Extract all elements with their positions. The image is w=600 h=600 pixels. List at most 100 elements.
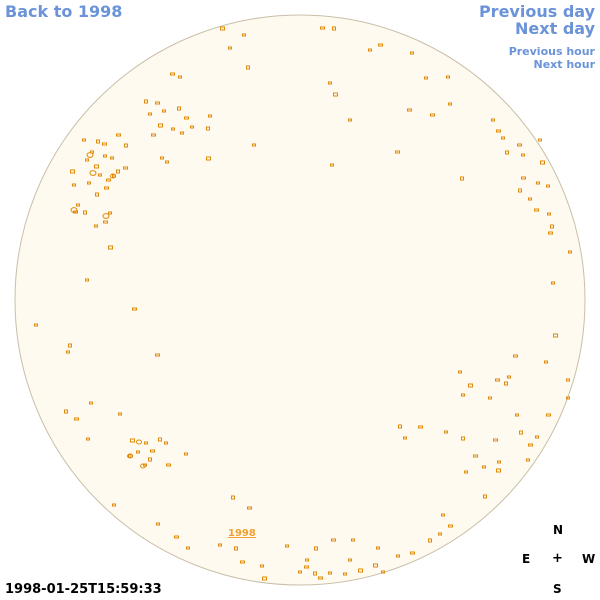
contour-speck — [488, 396, 492, 400]
contour-speck — [418, 425, 423, 429]
contour-speck — [546, 413, 551, 417]
contour-speck — [68, 343, 72, 348]
year-link[interactable]: 1998 — [228, 528, 256, 539]
contour-speck — [438, 532, 442, 536]
contour-speck — [528, 197, 532, 201]
contour-speck — [441, 513, 445, 517]
contour-speck — [566, 378, 570, 382]
contour-speck — [521, 153, 525, 157]
contour-speck — [526, 458, 530, 462]
contour-speck — [262, 576, 267, 581]
contour-speck — [260, 564, 264, 568]
contour-speck — [64, 409, 68, 414]
contour-speck — [403, 436, 407, 440]
contour-speck — [535, 435, 539, 439]
contour-ring — [86, 152, 94, 158]
contour-speck — [155, 353, 160, 357]
contour-speck — [482, 465, 486, 469]
contour-speck — [206, 126, 210, 131]
compass-west: W — [582, 552, 596, 566]
contour-speck — [94, 224, 98, 228]
contour-ring — [127, 453, 133, 459]
contour-speck — [536, 181, 540, 185]
contour-speck — [116, 169, 120, 174]
contour-speck — [547, 212, 551, 216]
contour-speck — [66, 350, 70, 354]
contour-speck — [242, 33, 246, 37]
contour-speck — [376, 546, 380, 550]
contour-speck — [348, 558, 352, 562]
contour-speck — [496, 468, 501, 473]
contour-speck — [155, 101, 160, 105]
contour-speck — [395, 150, 400, 154]
contour-speck — [304, 565, 309, 569]
contour-speck — [483, 494, 487, 499]
previous-day-link[interactable]: Previous day — [478, 2, 595, 21]
compass-center: + — [552, 551, 563, 566]
contour-speck — [331, 538, 336, 542]
contour-speck — [473, 454, 478, 458]
contour-speck — [544, 360, 548, 364]
contour-speck — [110, 156, 114, 160]
contour-ring — [70, 207, 78, 213]
contour-speck — [568, 250, 572, 254]
contour-speck — [70, 169, 75, 174]
contour-speck — [170, 72, 175, 76]
contour-speck — [148, 112, 152, 116]
contour-speck — [566, 396, 570, 400]
contour-speck — [174, 535, 179, 539]
contour-speck — [515, 413, 519, 417]
contour-speck — [343, 572, 347, 576]
contour-speck — [328, 81, 332, 85]
contour-speck — [496, 129, 501, 133]
contour-speck — [246, 65, 250, 70]
contour-speck — [220, 26, 225, 31]
contour-speck — [158, 437, 162, 442]
contour-speck — [76, 203, 80, 207]
contour-speck — [178, 75, 182, 79]
contour-speck — [103, 154, 107, 158]
contour-speck — [116, 133, 121, 137]
contour-speck — [330, 163, 334, 167]
contour-speck — [144, 441, 148, 445]
contour-speck — [130, 438, 135, 443]
contour-speck — [162, 109, 166, 113]
previous-hour-link[interactable]: Previous hour — [508, 45, 595, 58]
contour-speck — [446, 75, 450, 79]
back-to-year-link[interactable]: Back to 1998 — [5, 2, 123, 21]
contour-speck — [118, 412, 122, 416]
contour-speck — [521, 176, 526, 180]
contour-speck — [333, 92, 338, 97]
contour-speck — [314, 546, 318, 551]
contour-speck — [160, 156, 164, 160]
contour-speck — [234, 546, 238, 551]
contour-speck — [460, 176, 464, 181]
contour-speck — [82, 138, 86, 142]
contour-speck — [102, 142, 107, 146]
contour-ring — [136, 439, 142, 445]
contour-speck — [495, 378, 500, 382]
contour-speck — [148, 457, 152, 462]
compass-east: E — [522, 552, 531, 566]
contour-speck — [112, 503, 116, 507]
contour-speck — [89, 401, 93, 405]
contour-speck — [538, 138, 542, 142]
contour-speck — [240, 560, 245, 564]
contour-speck — [507, 375, 511, 379]
contour-speck — [551, 281, 555, 285]
contour-speck — [206, 156, 211, 161]
contour-speck — [228, 46, 232, 50]
contour-speck — [534, 208, 539, 212]
contour-speck — [208, 114, 212, 118]
contour-speck — [298, 570, 302, 574]
next-hour-link[interactable]: Next hour — [533, 58, 596, 71]
contour-ring — [140, 463, 146, 469]
contour-speck — [34, 323, 38, 327]
contour-speck — [132, 307, 137, 311]
contour-speck — [497, 460, 501, 464]
next-day-link[interactable]: Next day — [515, 19, 595, 38]
contour-speck — [464, 470, 468, 474]
contour-speck — [458, 370, 462, 374]
contour-speck — [546, 184, 550, 188]
